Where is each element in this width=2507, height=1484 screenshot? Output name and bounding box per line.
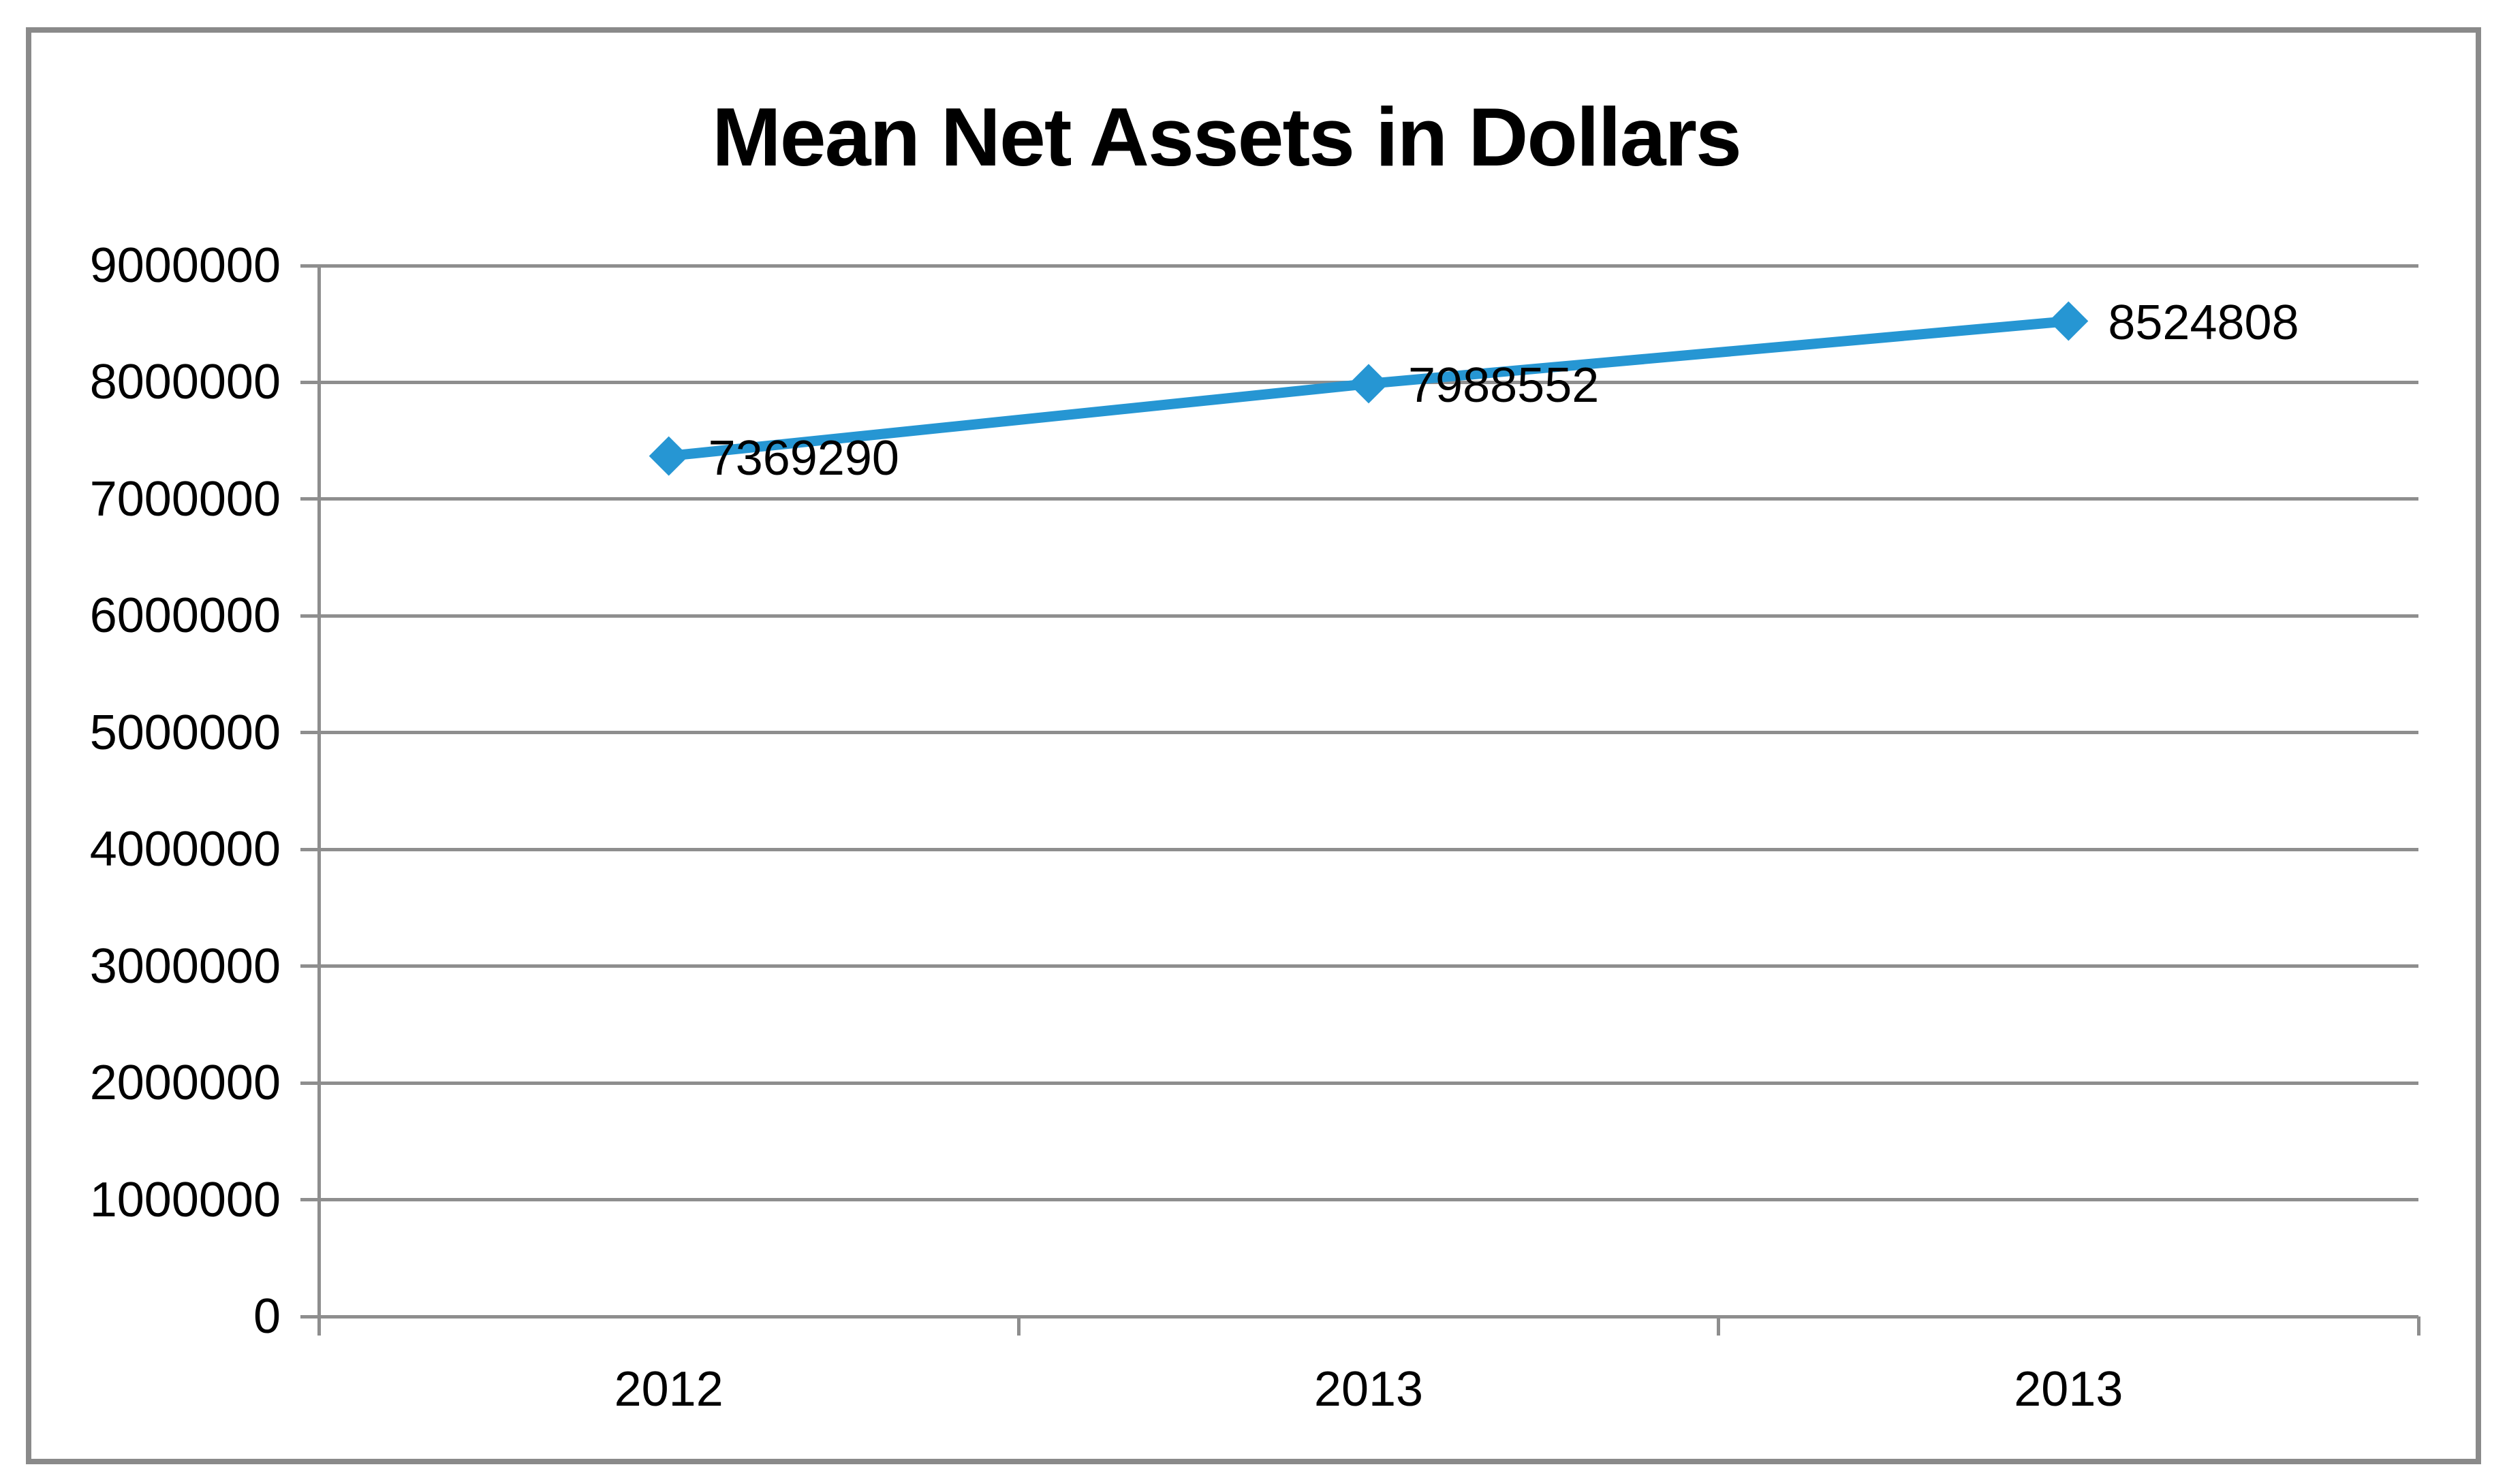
y-axis-tick-label: 8000000 <box>89 355 281 410</box>
y-axis-tick-label: 2000000 <box>89 1056 281 1111</box>
y-axis-tick-label: 7000000 <box>89 471 281 526</box>
y-axis-line <box>317 266 321 1336</box>
data-point-label: 7988552 <box>1408 358 1600 413</box>
y-axis-tick-label: 0 <box>253 1289 281 1344</box>
y-axis-tick-label: 4000000 <box>89 822 281 877</box>
x-axis-tick <box>2416 1316 2420 1336</box>
y-gridline <box>300 264 2418 268</box>
y-axis-tick-label: 3000000 <box>89 938 281 994</box>
x-axis-category-label: 2012 <box>614 1362 723 1417</box>
y-gridline <box>300 847 2418 851</box>
chart-title: Mean Net Assets in Dollars <box>712 91 1742 183</box>
y-gridline <box>300 1198 2418 1202</box>
diamond-marker <box>1349 364 1388 404</box>
y-gridline <box>300 964 2418 968</box>
data-point-label: 7369290 <box>708 430 899 486</box>
x-axis-line <box>300 1314 2418 1319</box>
diamond-marker <box>649 436 689 476</box>
y-gridline <box>300 1081 2418 1085</box>
y-gridline <box>300 614 2418 618</box>
y-axis-tick-label: 9000000 <box>89 238 281 293</box>
x-axis-category-label: 2013 <box>2014 1362 2123 1417</box>
diamond-marker <box>2049 301 2089 341</box>
y-gridline <box>300 497 2418 501</box>
x-axis-tick <box>1016 1316 1021 1336</box>
x-axis-category-label: 2013 <box>1313 1362 1424 1417</box>
y-axis-tick-label: 1000000 <box>89 1172 281 1227</box>
y-gridline <box>300 731 2418 735</box>
data-point-label: 8524808 <box>2108 296 2299 351</box>
y-axis-tick-label: 6000000 <box>89 588 281 644</box>
y-axis-tick-label: 5000000 <box>89 705 281 760</box>
x-axis-tick <box>1717 1316 1721 1336</box>
